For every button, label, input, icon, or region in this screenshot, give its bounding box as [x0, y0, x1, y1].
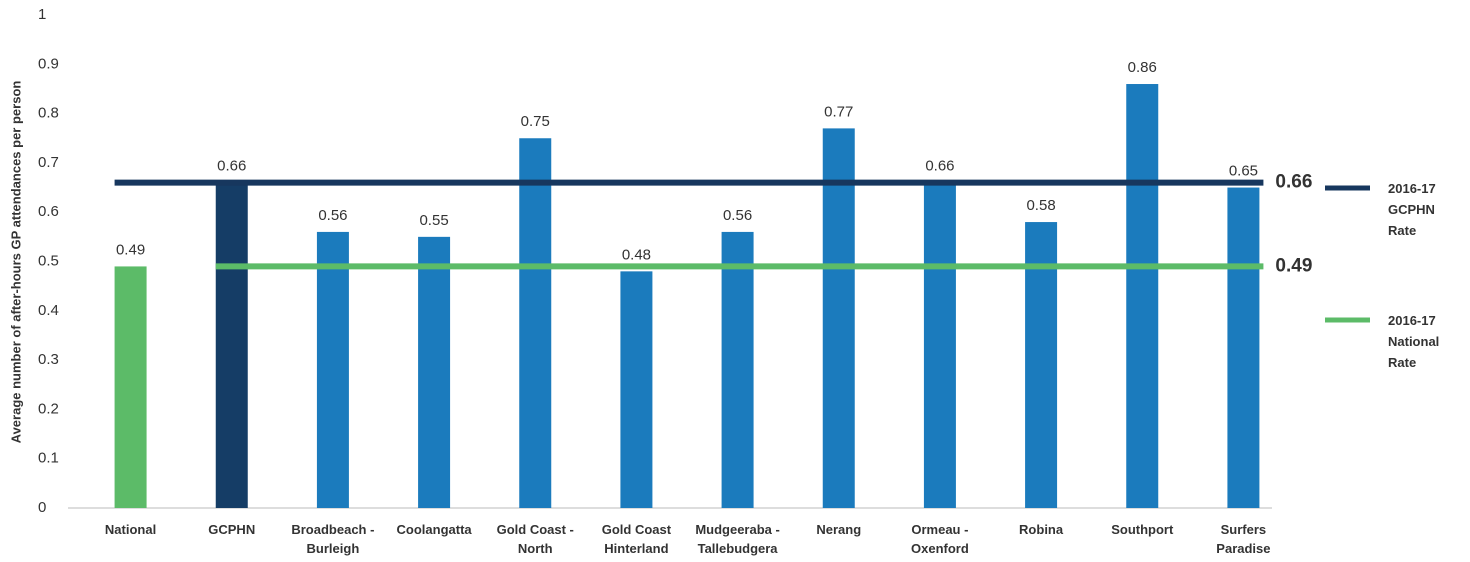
y-axis-label: Average number of after-hours GP attenda… [8, 81, 23, 444]
data-label: 0.75 [521, 113, 550, 130]
bar [114, 266, 147, 508]
data-label: 0.86 [1128, 59, 1157, 76]
y-tick-label: 0.5 [38, 252, 59, 269]
data-label: 0.55 [419, 212, 448, 229]
reference-value: 0.49 [1275, 255, 1312, 276]
bar [1126, 84, 1159, 509]
bar [721, 231, 754, 509]
x-tick-label: Gold Coast - North [496, 522, 574, 556]
x-tick-label: Nerang [816, 522, 862, 537]
y-tick-label: 0 [38, 499, 46, 516]
y-tick-label: 1 [38, 6, 46, 23]
data-label: 0.48 [622, 246, 651, 263]
bar [620, 271, 653, 508]
y-tick-label: 0.2 [38, 400, 59, 417]
y-tick-label: 0.1 [38, 450, 59, 467]
data-label: 0.56 [318, 207, 347, 224]
bar [1025, 222, 1058, 508]
x-tick-label: Ormeau - Oxenford [911, 522, 969, 556]
data-label: 0.56 [723, 207, 752, 224]
x-tick-label: Mudgeeraba - Tallebudgera [695, 522, 780, 556]
x-tick-label: Gold Coast Hinterland [601, 522, 672, 556]
legend-label: 2016-17 GCPHN Rate [1388, 181, 1436, 238]
data-label: 0.66 [925, 158, 954, 175]
bar [519, 138, 552, 508]
bar [923, 182, 956, 508]
x-tick-label: Broadbeach - Burleigh [291, 522, 375, 556]
y-tick-label: 0.6 [38, 203, 59, 220]
x-tick-label: GCPHN [208, 522, 256, 537]
x-tick-label: National [104, 522, 157, 537]
x-tick-label: Surfers Paradise [1216, 522, 1271, 556]
y-tick-label: 0.7 [38, 154, 59, 171]
x-tick-label: Coolangatta [396, 522, 472, 537]
data-label: 0.65 [1229, 163, 1258, 180]
y-tick-label: 0.4 [38, 302, 59, 319]
bar [215, 182, 248, 508]
bar [316, 231, 349, 509]
x-tick-label: Robina [1019, 522, 1064, 537]
bar [1227, 187, 1260, 509]
y-tick-label: 0.9 [38, 55, 59, 72]
data-label: 0.66 [217, 158, 246, 175]
reference-value: 0.66 [1275, 172, 1312, 193]
data-label: 0.58 [1026, 197, 1055, 214]
x-tick-label: Southport [1111, 522, 1174, 537]
y-tick-label: 0.3 [38, 351, 59, 368]
data-label: 0.49 [116, 241, 145, 258]
legend-label: 2016-17 National Rate [1388, 313, 1440, 370]
bar [418, 236, 451, 508]
data-label: 0.77 [824, 103, 853, 120]
y-tick-label: 0.8 [38, 105, 59, 122]
bar [822, 128, 855, 508]
